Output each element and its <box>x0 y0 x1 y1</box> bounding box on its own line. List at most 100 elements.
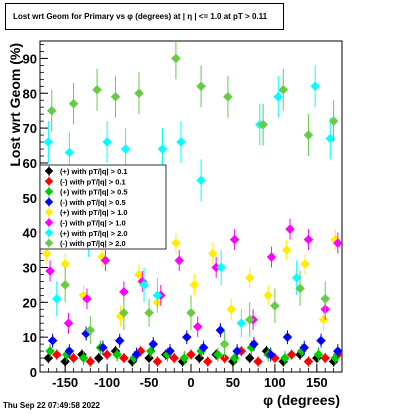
data-point <box>114 335 125 346</box>
data-point <box>85 325 96 336</box>
data-point <box>263 290 274 301</box>
data-point <box>110 91 121 102</box>
data-point <box>174 255 185 266</box>
data-point <box>265 349 276 360</box>
data-point <box>102 137 112 147</box>
data-point <box>215 325 226 336</box>
data-point <box>100 255 111 266</box>
y-tick-label: 80 <box>23 86 37 101</box>
data-point <box>320 353 331 363</box>
data-point <box>300 259 310 269</box>
data-point <box>179 353 190 363</box>
chart-title: Lost wrt Geom for Primary vs φ (degrees)… <box>13 12 268 21</box>
series-1 <box>43 345 339 367</box>
series-6 <box>45 218 343 338</box>
data-point <box>63 318 74 329</box>
data-point <box>93 353 104 363</box>
legend: (+) with pT/|q| > 0.1 (-) with pT/|q| > 0… <box>39 164 167 250</box>
title-box: Lost wrt Geom for Primary vs φ (degrees)… <box>5 3 284 30</box>
data-point <box>152 356 163 367</box>
data-point <box>232 346 242 356</box>
data-point <box>64 147 75 158</box>
data-point <box>244 273 255 283</box>
data-point <box>171 238 181 248</box>
data-point <box>303 130 314 140</box>
data-point <box>316 335 326 346</box>
data-point <box>47 335 58 346</box>
x-tick-label: 150 <box>306 375 328 390</box>
legend-entry: (-) with pT/|q| > 2.0 <box>60 239 126 248</box>
data-point <box>285 224 295 235</box>
legend-entry: (-) with pT/|q| > 0.5 <box>60 198 126 207</box>
data-point <box>144 353 154 363</box>
data-point <box>281 245 292 255</box>
data-point <box>295 283 305 294</box>
data-point <box>134 88 144 99</box>
data-point <box>303 234 314 245</box>
data-point <box>112 349 123 360</box>
data-point <box>310 81 321 92</box>
data-point <box>196 81 206 92</box>
data-point <box>60 280 71 290</box>
data-point <box>299 342 310 353</box>
data-point <box>68 98 79 109</box>
data-point <box>244 353 255 363</box>
data-point <box>249 339 259 349</box>
data-point <box>92 84 102 95</box>
x-tick-label: 100 <box>264 375 286 390</box>
data-point <box>278 84 289 95</box>
data-point <box>286 349 297 360</box>
data-point <box>226 304 237 315</box>
data-point <box>148 339 159 349</box>
data-point <box>273 91 284 102</box>
data-point <box>280 353 290 363</box>
timestamp: Thu Sep 22 07:49:58 2022 <box>3 401 100 410</box>
data-point <box>41 248 52 259</box>
y-tick-label: 30 <box>23 260 37 275</box>
data-point <box>176 137 186 147</box>
y-tick-label: 70 <box>23 121 37 136</box>
y-tick-label: 20 <box>23 295 37 310</box>
data-point <box>68 353 79 363</box>
y-tick-label: 10 <box>23 330 37 345</box>
series-4 <box>47 323 343 362</box>
data-point <box>152 290 163 301</box>
data-point <box>196 175 206 186</box>
data-point <box>328 116 339 126</box>
legend-box <box>39 164 167 250</box>
data-point <box>253 356 263 367</box>
data-point <box>244 314 255 325</box>
data-point <box>51 293 62 304</box>
data-point <box>219 339 230 349</box>
y-tick-label: 40 <box>23 226 37 241</box>
x-axis-label: φ (degrees) <box>263 392 340 408</box>
data-point <box>258 119 268 130</box>
data-point <box>46 105 57 116</box>
data-point <box>85 356 96 367</box>
series-2 <box>51 345 343 367</box>
data-point <box>236 318 247 329</box>
x-tick-label: -50 <box>140 375 159 390</box>
data-point <box>98 342 108 353</box>
data-point <box>78 353 89 363</box>
y-tick-label: 50 <box>23 191 37 206</box>
x-tick-label: 50 <box>226 375 240 390</box>
legend-entry: (+) with pT/|q| > 0.1 <box>60 167 128 176</box>
data-point <box>169 353 180 363</box>
data-point <box>45 346 55 356</box>
data-point <box>186 307 196 318</box>
data-point <box>270 300 280 311</box>
data-point <box>131 349 142 360</box>
y-tick-label: 60 <box>23 156 37 171</box>
x-tick-label: -100 <box>94 375 120 390</box>
legend-entry: (-) with pT/|q| > 1.0 <box>60 219 126 228</box>
data-point <box>216 262 227 273</box>
data-point <box>198 342 209 353</box>
data-point <box>207 248 218 259</box>
data-point <box>60 356 71 367</box>
data-point <box>318 314 329 325</box>
legend-entry: (+) with pT/|q| > 1.0 <box>60 208 128 217</box>
data-point <box>192 321 203 332</box>
data-point <box>229 234 240 245</box>
